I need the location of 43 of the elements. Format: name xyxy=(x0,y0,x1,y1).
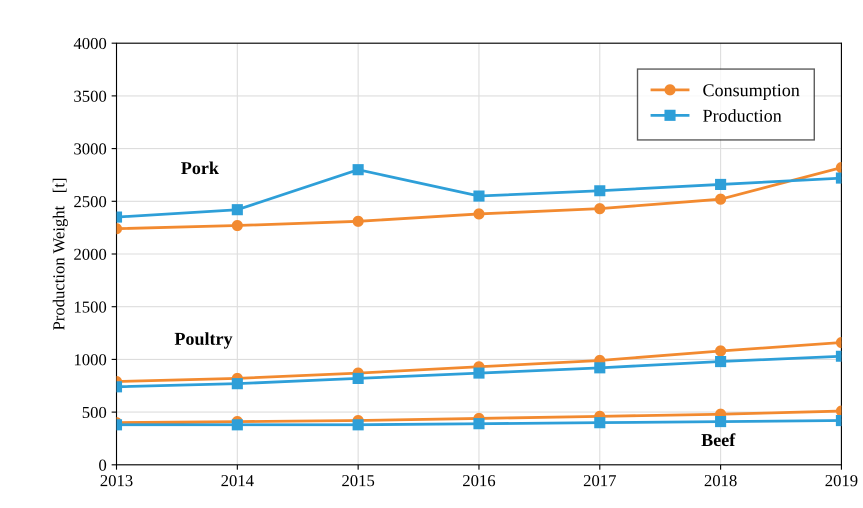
point xyxy=(232,204,243,216)
point xyxy=(352,372,364,384)
point xyxy=(715,178,726,190)
point xyxy=(352,419,364,430)
y-tick-label: 1000 xyxy=(74,354,106,366)
point xyxy=(232,220,243,232)
x-tick-label: 2016 xyxy=(463,475,496,486)
point xyxy=(473,418,485,430)
y-tick-label: 0 xyxy=(99,460,106,471)
y-tick-label: 3000 xyxy=(74,143,106,155)
point xyxy=(715,345,726,357)
y-tick-label: 1500 xyxy=(74,301,106,313)
annotation: Pork xyxy=(181,161,219,174)
point xyxy=(473,208,485,220)
x-tick-label: 2013 xyxy=(100,475,133,486)
y-tick-label: 500 xyxy=(82,406,106,418)
point xyxy=(352,216,364,227)
annotation: Poultry xyxy=(174,332,232,349)
point xyxy=(352,164,364,176)
annotation: Beef xyxy=(701,433,736,446)
point xyxy=(715,194,726,205)
x-tick-label: 2015 xyxy=(342,475,374,486)
point xyxy=(594,417,606,428)
y-tick-label: 3500 xyxy=(74,90,106,102)
point xyxy=(473,368,485,379)
x-tick-label: 2014 xyxy=(221,475,254,486)
legend-label: Consumption xyxy=(703,84,800,100)
point xyxy=(232,419,243,430)
x-tick-label: 2018 xyxy=(704,475,737,486)
point xyxy=(594,362,606,374)
y-axis-title: Production Weight [t] xyxy=(52,178,68,330)
point xyxy=(715,416,726,428)
x-tick-label: 2017 xyxy=(584,475,616,486)
y-tick-label: 4000 xyxy=(74,38,106,50)
point xyxy=(594,203,606,214)
point xyxy=(594,185,606,196)
y-tick-label: 2500 xyxy=(74,196,106,208)
y-tick-label: 2000 xyxy=(74,248,106,260)
point xyxy=(473,190,485,202)
legend-label: Production xyxy=(703,109,782,122)
x-tick-label: 2019 xyxy=(825,475,858,486)
point xyxy=(232,378,243,390)
point xyxy=(715,356,726,368)
